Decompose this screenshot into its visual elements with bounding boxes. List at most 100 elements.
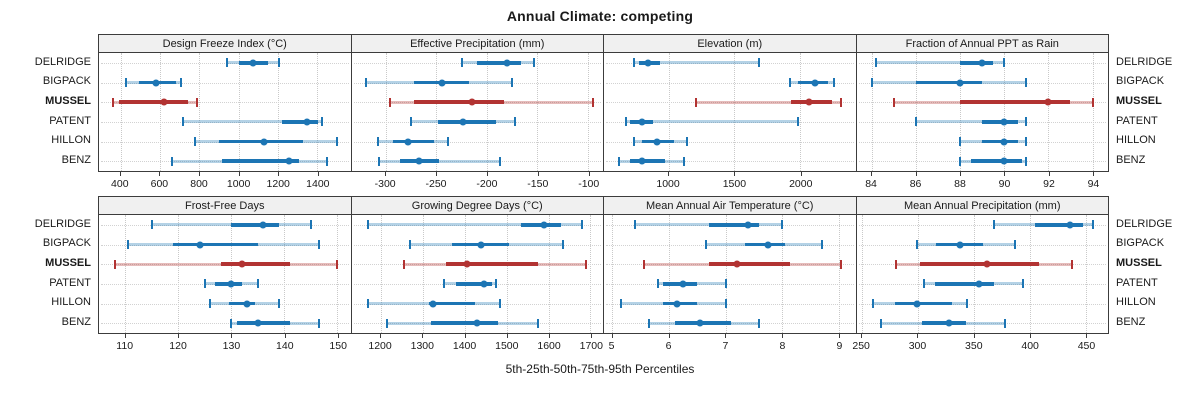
x-tick-mark — [238, 172, 240, 176]
box-25th-75th — [920, 262, 1039, 266]
median-dot — [243, 300, 251, 307]
row-guide — [101, 303, 349, 305]
x-tick-label: -200 — [476, 178, 498, 190]
site-label-mussel: MUSSEL — [45, 95, 91, 108]
x-tick-mark — [385, 172, 387, 176]
x-gridline — [385, 53, 387, 171]
x-tick-mark — [199, 172, 200, 176]
panel-growing-degree-days-c-: Growing Degree Days (°C) 1200 1300 1400 1500… — [350, 196, 604, 356]
site-labels-left-top: DELRIDGE BIGPACK MUSSEL PATENT HILLON BENZ — [0, 34, 98, 194]
whisker-cap-95th — [585, 259, 588, 269]
box-25th-75th — [231, 223, 279, 227]
median-dot — [644, 59, 652, 67]
median-dot — [978, 59, 986, 67]
x-tick-mark — [917, 334, 919, 338]
x-tick-mark — [486, 172, 488, 176]
median-dot — [285, 157, 293, 165]
median-dot — [473, 319, 481, 327]
x-tick-mark — [278, 172, 280, 176]
x-tick-mark — [734, 172, 736, 176]
row-guide — [858, 224, 1106, 226]
panels-bottom-row: Frost-Free Days 110 120 130 140 150 Growing De… — [98, 196, 1109, 356]
x-tick-label: 1000 — [656, 178, 680, 190]
site-label-hillon: HILLON — [1116, 134, 1156, 147]
site-label-hillon: HILLON — [51, 296, 91, 309]
x-tick-label: 140 — [276, 340, 294, 352]
x-tick-label: -150 — [527, 178, 549, 190]
x-tick-mark — [464, 334, 466, 338]
median-dot — [733, 260, 741, 268]
whisker-cap-95th — [277, 58, 280, 68]
whisker-cap-5th — [618, 156, 621, 166]
whisker-5th-95th — [916, 120, 1027, 124]
x-tick-mark — [861, 334, 863, 338]
x-tick-label: -250 — [425, 178, 447, 190]
row-guide — [858, 82, 1106, 84]
whisker-5th-95th — [151, 223, 311, 227]
x-tick-label: -300 — [374, 178, 396, 190]
whisker-cap-5th — [624, 117, 627, 127]
median-dot — [638, 157, 646, 165]
x-tick-mark — [159, 172, 161, 176]
median-dot — [227, 280, 235, 288]
whisker-5th-95th — [695, 100, 841, 104]
row-guide — [101, 323, 349, 325]
x-tick-mark — [800, 172, 802, 176]
panel-header: Mean Annual Precipitation (mm) — [855, 196, 1109, 215]
x-tick-label: 400 — [111, 178, 129, 190]
panel-fraction-of-annual-ppt-as-rain: Fraction of Annual PPT as Rain 84 86 88 90 92… — [855, 34, 1109, 194]
x-tick-mark — [668, 172, 670, 176]
x-gridline — [587, 53, 589, 171]
median-dot — [477, 241, 485, 248]
whisker-cap-5th — [170, 156, 173, 166]
site-label-delridge: DELRIDGE — [34, 55, 91, 68]
panel-body — [98, 53, 352, 172]
box-25th-75th — [630, 159, 666, 163]
whisker-cap-5th — [634, 220, 637, 230]
panel-band-bottom: DELRIDGE BIGPACK MUSSEL PATENT HILLON BENZ Fr… — [0, 196, 1200, 356]
x-gridline — [548, 215, 550, 333]
median-dot — [956, 79, 964, 86]
panel-body — [98, 215, 352, 334]
x-tick-mark — [915, 172, 917, 176]
site-label-patent: PATENT — [49, 114, 91, 127]
panel-body — [603, 53, 857, 172]
box-25th-75th — [916, 80, 983, 85]
median-dot — [696, 319, 704, 327]
box-25th-75th — [476, 61, 522, 65]
whisker-cap-95th — [335, 137, 338, 146]
x-tick-label: 130 — [222, 340, 241, 352]
x-tick-label: 450 — [1077, 340, 1096, 352]
x-tick-mark — [960, 172, 961, 176]
box-25th-75th — [281, 120, 319, 124]
row-guide — [606, 82, 854, 84]
whisker-cap-95th — [1025, 78, 1028, 87]
median-dot — [468, 98, 476, 106]
whisker-cap-5th — [788, 78, 791, 87]
whisker-cap-5th — [124, 78, 127, 87]
whisker-cap-5th — [194, 137, 197, 146]
panel-x-axis: 1000 1500 2000 — [603, 172, 857, 194]
median-dot — [540, 221, 548, 229]
box-25th-75th — [1035, 223, 1084, 227]
whisker-cap-5th — [127, 240, 130, 249]
x-gridline — [284, 215, 286, 333]
x-tick-label: 110 — [116, 340, 134, 352]
site-label-delridge: DELRIDGE — [1116, 55, 1173, 68]
x-tick-label: 1200 — [368, 340, 392, 352]
whisker-cap-95th — [1025, 117, 1028, 127]
whisker-cap-5th — [113, 259, 116, 269]
x-gridline — [506, 215, 508, 333]
whisker-cap-5th — [181, 117, 184, 127]
median-dot — [196, 241, 204, 248]
median-dot — [404, 138, 412, 145]
whisker-cap-5th — [959, 137, 962, 146]
median-dot — [152, 79, 160, 86]
row-guide — [101, 62, 349, 64]
row-guide — [858, 323, 1106, 325]
site-label-patent: PATENT — [49, 276, 91, 289]
whisker-cap-95th — [321, 117, 323, 127]
whisker-5th-95th — [368, 223, 583, 227]
whisker-cap-5th — [377, 156, 380, 166]
